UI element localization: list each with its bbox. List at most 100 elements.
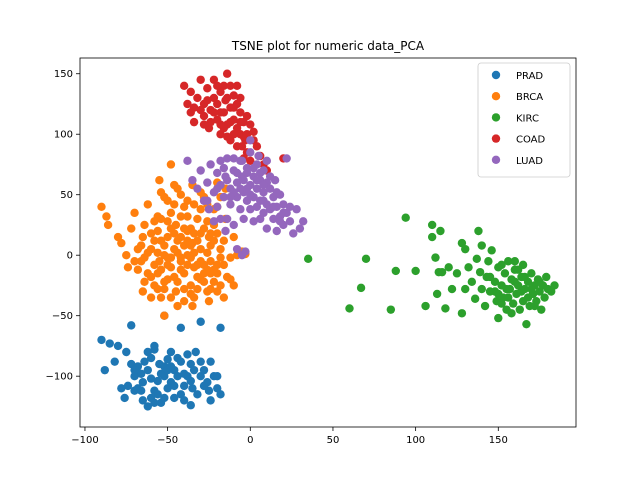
data-point (269, 214, 278, 224)
data-point (183, 212, 192, 221)
data-point (219, 81, 229, 91)
data-point (254, 151, 263, 161)
data-point (203, 217, 212, 226)
series-prad (97, 311, 225, 411)
y-axis: −100 −50 0 50 100 150 (46, 69, 80, 383)
data-point (203, 96, 212, 105)
data-point (246, 136, 255, 145)
data-point (206, 357, 215, 366)
data-point (242, 111, 252, 121)
data-point (138, 287, 148, 296)
data-point (196, 357, 205, 366)
data-point (242, 168, 252, 178)
data-point (232, 142, 242, 151)
data-point (232, 168, 242, 178)
data-point (222, 214, 232, 224)
data-point (163, 355, 172, 364)
data-point (117, 384, 126, 393)
data-point (176, 253, 186, 262)
data-point (143, 347, 152, 357)
data-point (213, 287, 222, 296)
data-point (216, 253, 225, 262)
data-point (269, 202, 278, 212)
data-point (216, 120, 225, 129)
data-point (179, 381, 189, 391)
data-point (186, 241, 195, 250)
data-point (229, 154, 238, 163)
data-point (176, 212, 186, 221)
data-point (216, 390, 225, 399)
data-point (510, 277, 520, 287)
data-point (130, 386, 139, 395)
legend: PRAD BRCA KIRC COAD LUAD (477, 62, 571, 178)
data-point (183, 350, 192, 359)
data-point (303, 254, 313, 264)
data-point (494, 289, 503, 299)
data-point (156, 369, 166, 378)
data-point (275, 217, 285, 226)
data-point (189, 200, 199, 209)
data-point (216, 244, 225, 254)
data-point (252, 142, 262, 151)
data-point (166, 347, 176, 357)
data-point (123, 381, 133, 391)
data-point (213, 99, 222, 109)
data-point (127, 224, 136, 233)
data-point (232, 244, 242, 254)
data-point (179, 296, 189, 306)
data-point (500, 269, 510, 278)
data-point (209, 217, 219, 226)
legend-label-brca: BRCA (516, 92, 543, 103)
data-point (199, 277, 209, 287)
data-point (127, 321, 136, 330)
data-point (189, 117, 199, 127)
data-point (153, 226, 162, 236)
data-point (229, 130, 238, 139)
data-point (285, 202, 295, 212)
data-point (222, 93, 232, 103)
data-point (520, 272, 529, 282)
data-point (279, 200, 288, 209)
data-point (209, 236, 219, 245)
data-point (289, 229, 298, 238)
data-point (480, 301, 490, 311)
data-point (213, 229, 222, 238)
data-point (163, 260, 172, 270)
data-point (259, 180, 268, 190)
data-point (179, 284, 189, 294)
data-point (219, 192, 229, 202)
legend-label-luad: LUAD (516, 156, 543, 167)
data-point (470, 294, 480, 303)
data-point (196, 166, 205, 175)
data-point (188, 384, 197, 393)
data-point (461, 284, 470, 294)
legend-label-kirc: KIRC (516, 113, 539, 124)
data-point (150, 398, 159, 407)
data-point (130, 371, 139, 381)
data-point (229, 91, 238, 100)
data-point (226, 81, 235, 91)
data-point (196, 244, 205, 254)
data-point (196, 317, 205, 326)
data-point (193, 93, 202, 103)
data-point (186, 401, 195, 410)
legend-marker (491, 92, 501, 101)
data-point (160, 393, 169, 403)
data-point (204, 205, 214, 214)
data-point (196, 105, 205, 115)
data-point (163, 196, 172, 205)
data-point (188, 175, 197, 185)
data-point (216, 156, 225, 166)
series-luad (183, 136, 308, 260)
data-point (427, 220, 437, 230)
data-point (203, 178, 212, 187)
data-point (386, 305, 396, 314)
data-point (542, 272, 551, 282)
data-point (535, 277, 544, 287)
data-point (510, 257, 520, 266)
series-kirc (303, 213, 559, 329)
data-point (232, 81, 242, 91)
x-axis: −100 −50 0 50 100 150 (71, 427, 508, 446)
data-point (504, 293, 513, 302)
data-point (222, 175, 232, 185)
